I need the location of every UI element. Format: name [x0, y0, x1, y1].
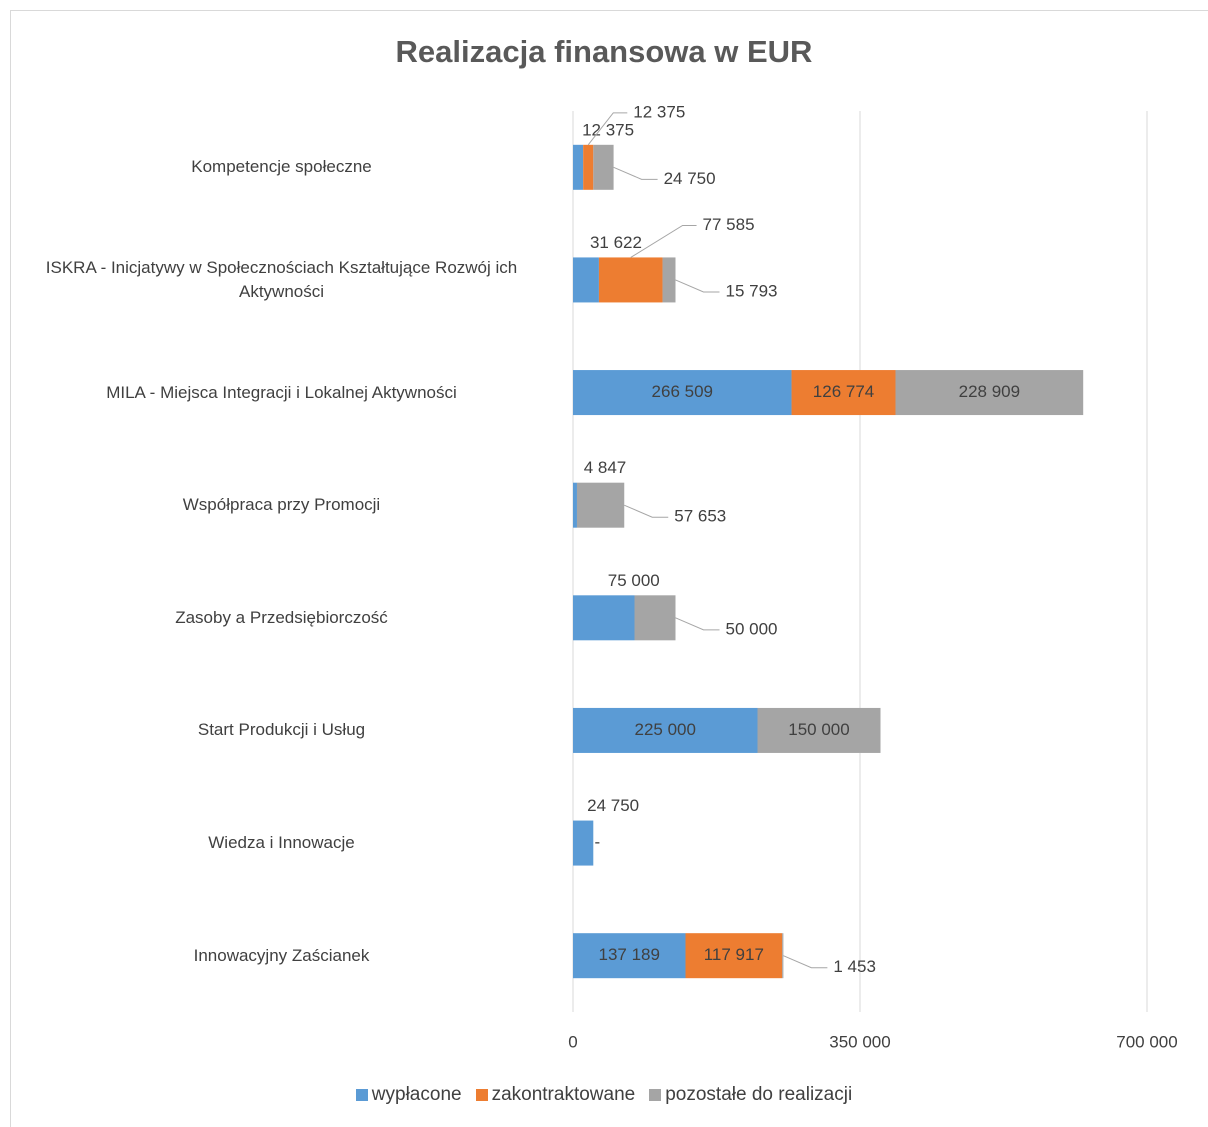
bar-segment	[573, 707, 758, 753]
x-tick-label: 700 000	[1116, 1032, 1177, 1051]
data-label: -	[594, 833, 600, 852]
y-tick-label: Współpraca przy Promocji	[182, 495, 381, 515]
y-tick-label: Wiedza i Innowacje	[208, 833, 355, 853]
data-label: 24 750	[587, 796, 639, 815]
x-tick-label: 350 000	[829, 1032, 890, 1051]
legend-label: zakontraktowane	[491, 1084, 636, 1105]
leader-line	[675, 617, 720, 631]
bar-segment	[573, 595, 635, 641]
bar-segment	[573, 370, 792, 416]
data-label: 150 000	[788, 720, 849, 739]
data-label: 12 375	[582, 120, 634, 139]
bar-segment	[573, 933, 686, 979]
bar-segment	[573, 482, 577, 528]
leader-line	[630, 224, 697, 258]
bar-segment	[782, 933, 784, 979]
bar-segment	[895, 370, 1084, 416]
legend: wypłacone zakontraktowane pozostałe do rea…	[0, 1084, 1208, 1106]
bar-segment	[634, 595, 676, 641]
y-tick-label: ISKRA - Inicjatywy w Społecznościach Ksz…	[45, 257, 518, 301]
bar-segment	[583, 144, 594, 190]
legend-swatch	[649, 1089, 662, 1101]
x-tick-label: 0	[568, 1032, 577, 1051]
legend-item: zakontraktowane	[475, 1084, 636, 1106]
data-label: 15 793	[726, 281, 778, 300]
legend-swatch	[475, 1089, 488, 1101]
bar-segment	[573, 144, 584, 190]
data-label: 12 375	[633, 102, 685, 121]
bar-segment	[757, 707, 881, 753]
bar-segment	[593, 144, 614, 190]
y-tick-label: Kompetencje społeczne	[191, 157, 372, 177]
leader-line	[613, 166, 658, 180]
data-label: 4 847	[584, 458, 627, 477]
chart-border	[10, 10, 1208, 1127]
leader-line	[587, 112, 628, 146]
y-tick-label: Zasoby a Przedsiębiorczość	[175, 607, 388, 627]
bar-segment	[791, 370, 896, 416]
legend-swatch	[355, 1089, 368, 1101]
chart-title: Realizacja finansowa w EUR	[395, 34, 813, 69]
data-label: 266 509	[652, 382, 713, 401]
leader-line	[783, 955, 828, 969]
legend-label: wypłacone	[371, 1084, 462, 1105]
data-label: 225 000	[635, 720, 696, 739]
data-label: 77 585	[703, 215, 755, 234]
data-label: 57 653	[674, 507, 726, 526]
data-label: 24 750	[664, 169, 716, 188]
bar-segment	[662, 257, 676, 303]
data-label: 50 000	[726, 619, 778, 638]
y-tick-label: MILA - Miejsca Integracji i Lokalnej Akt…	[106, 382, 457, 402]
data-label: 75 000	[608, 571, 660, 590]
data-label: 117 917	[704, 945, 764, 964]
data-label: 31 622	[590, 233, 642, 252]
y-tick-label: Start Produkcji i Usług	[197, 720, 366, 740]
bar-segment	[573, 257, 599, 303]
bar-segment	[576, 482, 625, 528]
leader-line	[624, 504, 669, 518]
bar-segment	[685, 933, 783, 979]
bar-segment	[598, 257, 663, 303]
bar-segment	[573, 820, 594, 866]
legend-label: pozostałe do realizacji	[665, 1084, 853, 1105]
y-tick-label: Innowacyjny Zaścianek	[193, 945, 370, 965]
data-label: 1 453	[833, 957, 876, 976]
data-label: 228 909	[959, 382, 1020, 401]
legend-item: pozostałe do realizacji	[649, 1084, 852, 1106]
data-label: 126 774	[813, 382, 874, 401]
data-label: 137 189	[599, 945, 660, 964]
leader-line	[675, 279, 720, 293]
legend-item: wypłacone	[355, 1084, 462, 1106]
